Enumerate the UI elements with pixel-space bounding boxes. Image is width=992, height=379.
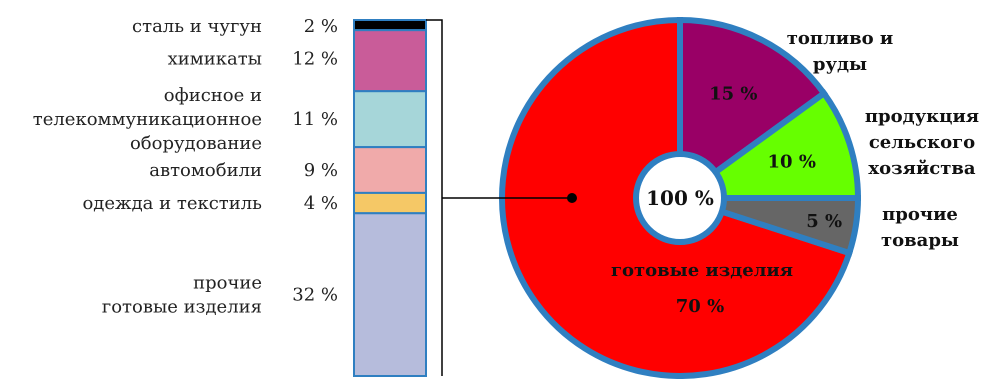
bar-segment-3: [353, 90, 427, 149]
bar-segment-1: [353, 19, 427, 32]
bar-value-label-1: 2 %: [304, 16, 338, 37]
bar-value-label-5: 4 %: [304, 193, 338, 214]
pie-slice-3-value: 10 %: [768, 152, 816, 173]
bar-category-label-3-line-2: телекоммуникационное: [33, 109, 262, 130]
bar-segment-6: [353, 212, 427, 377]
pie-center-hole: [633, 151, 727, 245]
bar-category-label-2-line-1: химикаты: [168, 49, 262, 70]
bar-category-label-3-line-1: офисное и: [164, 85, 262, 106]
pie-slice-3: [670, 89, 862, 201]
pie-outside-label-2-line-2: руды: [813, 54, 867, 75]
pie-slice-4-value: 5 %: [806, 211, 842, 232]
bar-category-label-6-line-1: прочие: [193, 273, 262, 294]
pie-center-label: 100 %: [646, 186, 714, 210]
bar-value-label-4: 9 %: [304, 160, 338, 181]
bar-category-label-6-line-2: готовые изделия: [102, 297, 262, 318]
connector-dot: [567, 193, 577, 203]
bar-value-label-2: 12 %: [292, 49, 338, 70]
pie-outside-label-4-line-1: прочие: [882, 204, 958, 225]
bar-category-label-4-line-1: автомобили: [149, 160, 262, 181]
pie-slice-1-value: 70 %: [676, 296, 724, 317]
pie-outside-label-2-line-1: топливо и: [787, 28, 894, 49]
bar-category-label-5-line-1: одежда и текстиль: [82, 193, 262, 214]
bar-segment-2: [353, 29, 427, 93]
bar-segment-5: [353, 191, 427, 215]
pie-slice-2-value: 15 %: [709, 83, 757, 104]
pie-outside-label-3-line-2: сельского: [869, 132, 975, 153]
bar-category-label-3-line-3: оборудование: [130, 133, 262, 154]
bar-value-label-3: 11 %: [292, 109, 338, 130]
bar-value-label-6: 32 %: [292, 285, 338, 306]
bar-bracket: [426, 19, 443, 376]
pie-slice-2: [677, 16, 829, 204]
bar-segment-4: [353, 146, 427, 194]
bar-category-label-1-line-1: сталь и чугун: [132, 16, 262, 37]
pie-outside-label-3-line-1: продукция: [865, 106, 979, 127]
pie-slice-1-name: готовые изделия: [611, 260, 793, 281]
pie-outside-label-3-line-3: хозяйства: [868, 158, 975, 179]
pie-outside-label-4-line-2: товары: [881, 230, 959, 251]
